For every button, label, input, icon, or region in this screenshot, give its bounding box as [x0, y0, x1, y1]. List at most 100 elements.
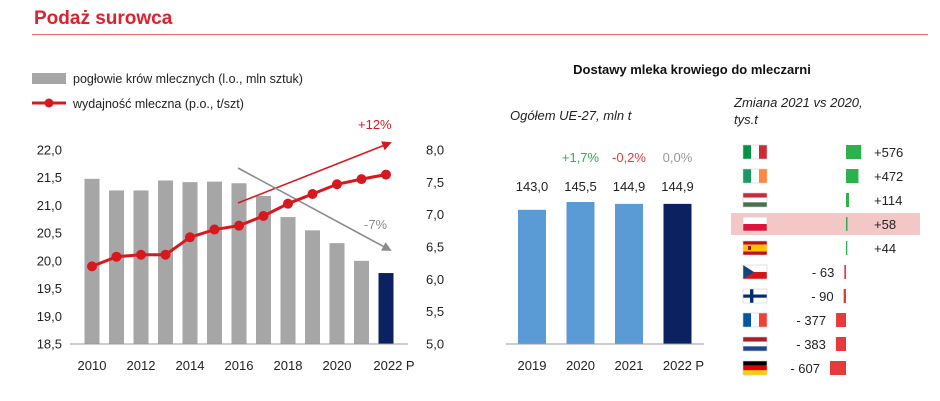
flag-icon — [742, 240, 768, 256]
delivery-bar — [518, 209, 546, 344]
flag-icon — [742, 216, 768, 232]
herd-bar — [280, 217, 296, 344]
change-bar — [846, 169, 859, 183]
herd-bar — [109, 190, 124, 344]
change-bar — [846, 145, 862, 159]
change-value-label: +44 — [874, 241, 896, 256]
left-axis-tick-label: 21,0 — [37, 198, 62, 213]
change-bar — [836, 313, 846, 327]
left-axis-tick-label: 19,0 — [37, 309, 62, 324]
delivery-bar — [615, 203, 643, 344]
yield-point — [111, 251, 122, 262]
annotation-herd-change: -7% — [364, 217, 388, 232]
highlight-row-poland — [731, 213, 920, 235]
change-value-label: - 377 — [796, 313, 826, 328]
right-axis-tick-label: 6,5 — [426, 240, 444, 255]
yield-point — [381, 169, 391, 180]
x-axis-tick-label: 2016 — [225, 358, 254, 373]
x-axis-tick-label: 2014 — [176, 358, 205, 373]
right-axis-tick-label: 6,0 — [426, 272, 444, 287]
left-axis-tick-label: 20,0 — [37, 253, 62, 268]
change-bar — [844, 265, 846, 279]
delivery-bar — [663, 203, 692, 344]
herd-bar — [256, 196, 271, 344]
flag-icon — [742, 192, 768, 208]
herd-bar — [207, 181, 222, 344]
legend-label-yield: wydajność mleczna (p.o., t/szt) — [72, 97, 244, 111]
chart2-title: Dostawy mleka krowiego do mleczarni — [573, 62, 811, 77]
x-axis-tick-label: 2010 — [78, 358, 107, 373]
yield-point — [283, 198, 293, 209]
yield-point — [258, 210, 269, 221]
change-value-label: +576 — [874, 145, 903, 160]
chart2-x-tick-label: 2020 — [566, 358, 595, 373]
left-axis-tick-label: 22,0 — [37, 143, 62, 158]
right-axis-tick-label: 7,5 — [426, 175, 444, 190]
change-value-label: - 607 — [790, 361, 820, 376]
left-axis-tick-label: 21,5 — [37, 170, 62, 185]
delivery-bar — [566, 202, 595, 344]
chart3-title-part1: Zmiana 2021 vs 2020, — [733, 95, 863, 110]
right-axis-tick-label: 7,0 — [426, 207, 444, 222]
chart1-right-axis: 5,0 5,5 6,0 6,5 7,0 7,5 8,0 — [426, 143, 444, 352]
flag-icon — [742, 288, 768, 304]
change-bar — [846, 241, 848, 255]
chart1-bars — [84, 178, 394, 344]
chart3-title-part2: tys.t — [734, 112, 759, 127]
x-axis-tick-label: 2012 — [127, 358, 156, 373]
flag-icon — [742, 336, 768, 352]
change-value-label: - 383 — [796, 337, 826, 352]
herd-bar — [231, 183, 247, 344]
yield-point — [87, 261, 97, 272]
chart2-bars: 143,0 2019 145,5 +1,7% 2020 144,9 -0,2% 2021 144… — [516, 150, 704, 373]
left-axis-tick-label: 19,5 — [37, 281, 62, 296]
x-axis-tick-label: 2020 — [323, 358, 352, 373]
delivery-value-label: 143,0 — [516, 179, 549, 194]
chart3-title-line1: Zmiana 2021 vs 2020, — [733, 95, 863, 110]
annotation-yield-change: +12% — [358, 117, 392, 132]
trend-arrow-up — [237, 141, 392, 204]
yield-point — [356, 174, 367, 185]
left-axis-tick-label: 20,5 — [37, 226, 62, 241]
yield-point — [209, 224, 220, 235]
chart2-subtitle: Ogółem UE-27, mln t — [510, 108, 633, 123]
chart1-left-axis: 18,5 19,0 19,5 20,0 20,5 21,0 21,5 22,0 — [37, 143, 62, 352]
trend-arrow-down — [237, 167, 392, 251]
delivery-value-label: 144,9 — [661, 179, 694, 194]
legend-chart1: pogłowie krów mlecznych (l.o., mln sztuk… — [32, 72, 303, 111]
right-axis-tick-label: 5,0 — [426, 337, 444, 352]
yield-point — [136, 249, 146, 260]
right-axis-tick-label: 8,0 — [426, 143, 444, 158]
legend-swatch-herd — [32, 73, 66, 84]
chart1-yield-line — [87, 169, 391, 272]
change-value-label: +58 — [874, 217, 896, 232]
flag-icon — [742, 264, 768, 280]
chart2-x-tick-label: 2022 P — [663, 358, 704, 373]
change-bar — [830, 361, 846, 375]
left-axis-tick-label: 18,5 — [37, 337, 62, 352]
yield-point — [307, 188, 318, 199]
change-value-label: +472 — [874, 169, 903, 184]
herd-bar — [329, 243, 345, 344]
flag-icon — [742, 360, 768, 376]
chart3-title-line2: tys.t — [734, 112, 759, 127]
change-bar — [846, 217, 848, 231]
title-divider — [32, 34, 928, 35]
change-bar — [846, 193, 850, 207]
chart3-country-bars: +576 +472 +114 +58 +44 - 63 - 90 - 377 - 383 - 60… — [731, 144, 920, 376]
flag-icon — [742, 168, 768, 184]
herd-bar — [305, 230, 320, 344]
flag-icon — [742, 312, 768, 328]
delivery-value-label: 145,5 — [564, 179, 597, 194]
delivery-change-label: 0,0% — [663, 150, 693, 165]
delivery-change-label: -0,2% — [612, 150, 646, 165]
delivery-value-label: 144,9 — [613, 179, 646, 194]
delivery-change-label: +1,7% — [562, 150, 600, 165]
right-axis-tick-label: 5,5 — [426, 304, 444, 319]
chart2-x-tick-label: 2019 — [518, 358, 547, 373]
chart1-x-axis: 2010 2012 2014 2016 2018 2020 2022 P — [78, 358, 415, 373]
x-axis-tick-label: 2022 P — [373, 358, 414, 373]
legend-marker-yield — [44, 98, 54, 108]
herd-bar — [158, 180, 173, 344]
